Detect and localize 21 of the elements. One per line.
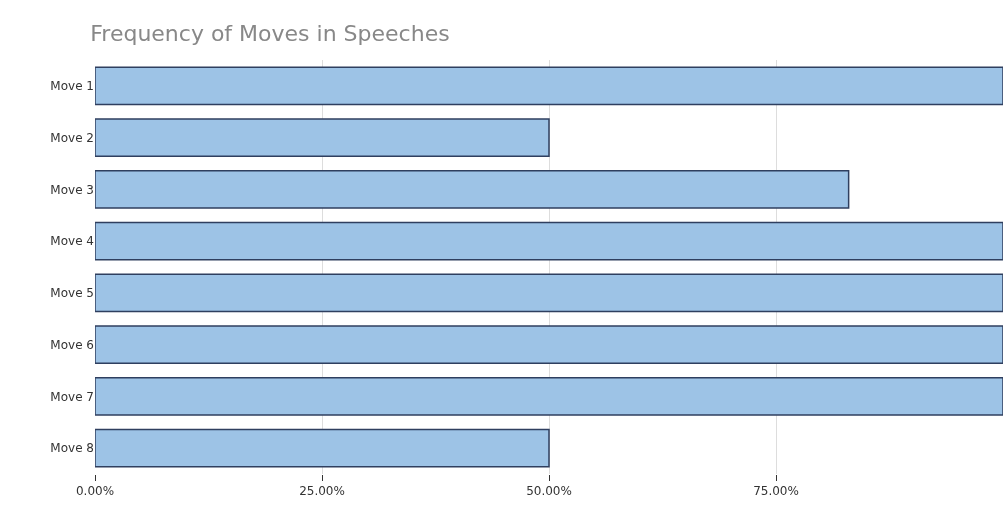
bar [95, 118, 550, 158]
bar [95, 428, 550, 468]
x-tick-label: 50.00% [526, 484, 572, 499]
y-tick-label: Move 1 [50, 79, 94, 94]
bar [95, 377, 1003, 416]
y-tick-label: Move 3 [50, 182, 94, 197]
bar [95, 273, 1003, 313]
chart-title: Frequency of Moves in Speeches [90, 21, 450, 47]
y-tick-label: Move 2 [50, 130, 94, 145]
y-tick-label: Move 4 [50, 234, 94, 249]
y-tick-label: Move 7 [50, 389, 94, 404]
bar [95, 221, 1003, 261]
bar [95, 170, 850, 209]
y-tick-label: Move 6 [50, 337, 94, 352]
x-tick-label: 75.00% [753, 484, 799, 499]
bar [95, 66, 1003, 106]
y-tick-label: Move 8 [50, 441, 94, 456]
x-tick-label: 25.00% [299, 484, 345, 499]
y-tick-label: Move 5 [50, 286, 94, 301]
bar [95, 325, 1003, 365]
x-tick-label: 0.00% [75, 484, 115, 499]
